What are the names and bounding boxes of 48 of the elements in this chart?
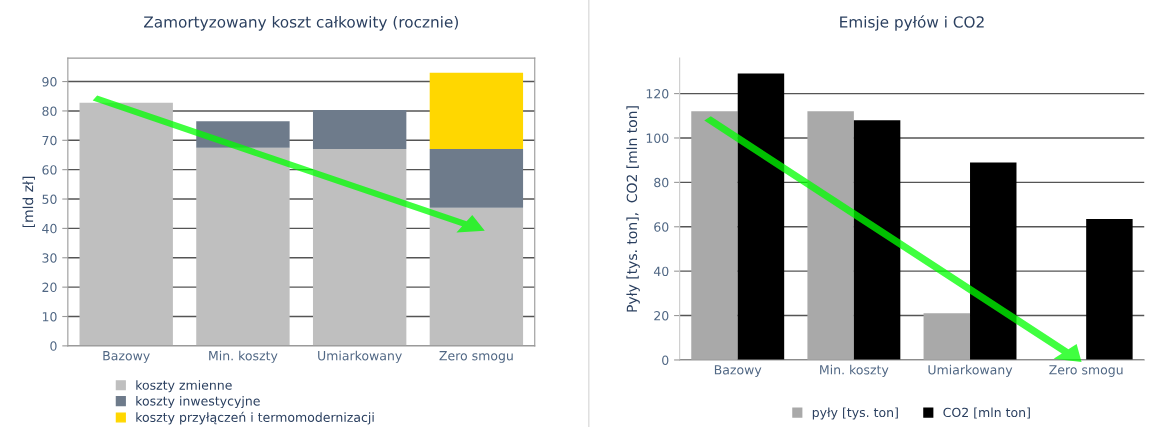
bar bbox=[853, 120, 901, 360]
legend-label: koszty inwestycyjne bbox=[136, 395, 260, 409]
x-tick-label: Min. koszty bbox=[820, 364, 889, 377]
bar bbox=[429, 72, 524, 150]
bar bbox=[312, 149, 407, 346]
x-tick-label: Bazowy bbox=[103, 351, 150, 363]
x-tick-label: Min. koszty bbox=[209, 350, 278, 363]
y-tick-label: 90 bbox=[42, 77, 57, 87]
x-tick-label: Umiarkowany bbox=[928, 364, 1013, 377]
bar bbox=[807, 111, 854, 360]
bar bbox=[79, 102, 173, 346]
bar bbox=[970, 162, 1017, 360]
y-tick-label: 50 bbox=[42, 194, 57, 204]
y-tick-label: 0 bbox=[50, 341, 57, 351]
x-tick-label: Bazowy bbox=[714, 365, 762, 377]
y-axis-title: [mld zł] bbox=[22, 176, 35, 228]
y-tick-label: 80 bbox=[42, 106, 57, 116]
y-tick-label: 10 bbox=[42, 311, 57, 322]
bar bbox=[737, 73, 785, 360]
y-tick-label: 80 bbox=[654, 177, 669, 188]
bar bbox=[923, 313, 971, 360]
bar bbox=[429, 207, 524, 346]
x-tick-label: Zero smogu bbox=[1049, 365, 1123, 377]
bar bbox=[312, 110, 407, 150]
legend-label: CO2 [mln ton] bbox=[943, 407, 1030, 419]
y-tick-label: 70 bbox=[42, 135, 57, 146]
y-axis-title: Pyły [tys. ton], CO2 [mln ton] bbox=[626, 106, 640, 312]
legend-label: koszty przyłączeń i termomodernizacji bbox=[136, 411, 374, 425]
legend-label: koszty zmienne bbox=[136, 380, 232, 393]
y-tick-label: 40 bbox=[42, 223, 57, 234]
bar bbox=[1086, 219, 1133, 360]
x-tick-label: Umiarkowany bbox=[318, 350, 402, 363]
legend-label: pyły [tys. ton] bbox=[812, 407, 898, 420]
y-tick-label: 20 bbox=[654, 311, 669, 321]
bar bbox=[429, 149, 524, 208]
y-tick-label: 60 bbox=[654, 222, 669, 232]
y-tick-label: 60 bbox=[42, 165, 57, 175]
y-tick-label: 100 bbox=[646, 133, 669, 143]
y-tick-label: 120 bbox=[646, 89, 669, 99]
x-tick-label: Zero smogu bbox=[439, 351, 513, 363]
chart-title: Zamortyzowany koszt całkowity (rocznie) bbox=[144, 15, 458, 31]
bar bbox=[196, 147, 290, 346]
y-tick-label: 40 bbox=[653, 266, 669, 277]
chart-title: Emisje pyłów i CO2 bbox=[840, 15, 984, 31]
y-tick-label: 0 bbox=[662, 355, 669, 365]
bar bbox=[691, 111, 738, 360]
y-tick-label: 20 bbox=[42, 282, 57, 293]
y-tick-label: 30 bbox=[42, 253, 57, 263]
